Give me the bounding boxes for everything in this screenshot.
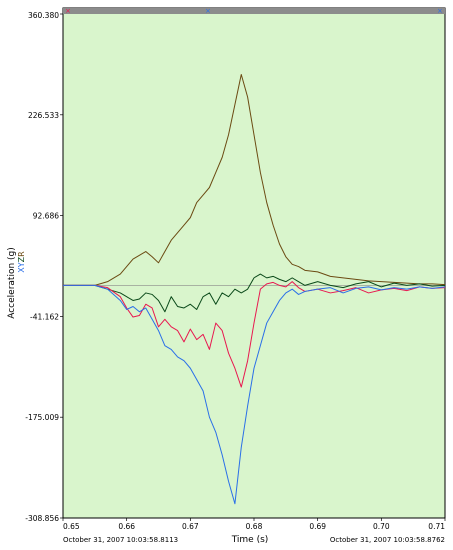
series-line-r	[63, 74, 446, 286]
y-tick-label: 226.533	[28, 111, 59, 120]
y-tick-label: -175.009	[25, 413, 59, 422]
scroll-left-handle[interactable]: ×	[65, 7, 71, 15]
scroll-marker[interactable]: ×	[205, 7, 211, 15]
series-line-z	[63, 273, 446, 313]
x-axis-title: Time (s)	[231, 535, 269, 545]
x-tick-label: 0.71	[428, 522, 445, 531]
y-tick-label: 92.686	[33, 212, 59, 221]
plot-area	[62, 7, 446, 519]
x-tick-label: 0.70	[373, 522, 390, 531]
y-axis-ticks: 360.380 226.533 92.686 -41.162 -175.009 -308.…	[25, 11, 63, 523]
y-axis-title: Acceleration (g)	[7, 247, 17, 319]
y-tick-label: -308.856	[25, 514, 59, 523]
top-scrollbar[interactable]	[63, 8, 445, 14]
x-tick-label: 0.66	[118, 522, 135, 531]
start-timestamp: October 31, 2007 10:03:58.8113	[63, 536, 178, 544]
series-letter-z: Z	[17, 256, 26, 262]
y-axis-series-letters: XYZR	[17, 251, 26, 273]
series-layer	[63, 74, 446, 505]
x-tick-label: 0.69	[309, 522, 326, 531]
x-tick-label: 0.67	[182, 522, 199, 531]
end-timestamp: October 31, 2007 10:03:58.8762	[330, 536, 445, 544]
x-axis-ticks: 0.65 0.66 0.67 0.68 0.69 0.70 0.71	[62, 518, 446, 531]
series-line-x	[63, 281, 446, 388]
scroll-right-handle[interactable]: ×	[437, 7, 443, 15]
y-tick-label: 360.380	[28, 11, 59, 20]
series-line-y	[63, 284, 446, 505]
series-letter-r: R	[17, 251, 26, 257]
x-tick-label: 0.65	[63, 522, 80, 531]
series-letter-y: Y	[17, 262, 26, 268]
series-letter-x: X	[17, 267, 26, 273]
y-tick-label: -41.162	[30, 312, 59, 321]
x-tick-label: 0.68	[246, 522, 263, 531]
